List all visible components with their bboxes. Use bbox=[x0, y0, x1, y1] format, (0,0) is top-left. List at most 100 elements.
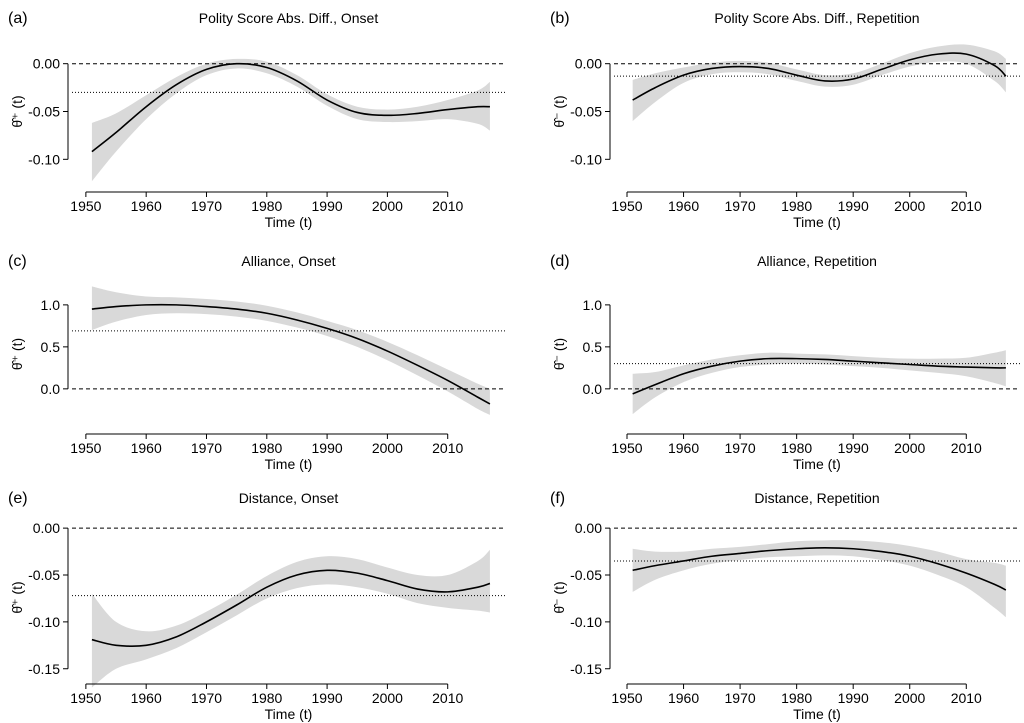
x-tick-label: 1950 bbox=[70, 440, 101, 456]
estimate-line bbox=[632, 52, 1007, 101]
y-tick-label: -0.10 bbox=[28, 614, 60, 630]
x-tick-label: 1980 bbox=[251, 690, 282, 706]
y-axis-label: θ̂⁺ (t) bbox=[9, 581, 25, 613]
x-tick-label: 1960 bbox=[131, 198, 162, 214]
x-tick-label: 1950 bbox=[611, 440, 642, 456]
x-tick-label: 1990 bbox=[312, 198, 343, 214]
x-tick-label: 2010 bbox=[951, 198, 982, 214]
x-tick-label: 1950 bbox=[70, 690, 101, 706]
confidence-band bbox=[91, 549, 490, 688]
x-tick-label: 1960 bbox=[668, 198, 699, 214]
y-tick-label: 0.0 bbox=[41, 381, 61, 397]
x-tick-label: 1980 bbox=[251, 440, 282, 456]
y-tick-label: -0.10 bbox=[570, 151, 602, 167]
estimate-line bbox=[91, 303, 491, 405]
x-tick-label: 1970 bbox=[191, 440, 222, 456]
y-tick-label: -0.10 bbox=[570, 614, 602, 630]
panel: (f) Distance, Repetition 0.00 -0.05 -0.10 -0.… bbox=[550, 490, 1020, 722]
x-tick-label: 1980 bbox=[781, 690, 812, 706]
x-tick-label: 1990 bbox=[838, 690, 869, 706]
panel-title: Distance, Onset bbox=[239, 490, 339, 506]
y-tick-label: -0.15 bbox=[28, 661, 60, 677]
y-tick-label: 0.00 bbox=[33, 56, 60, 72]
panel: (b) Polity Score Abs. Diff., Repetition 0.… bbox=[550, 10, 1020, 230]
panel-label: (e) bbox=[8, 490, 28, 507]
panel-label: (d) bbox=[550, 253, 570, 270]
y-tick-label: -0.05 bbox=[28, 567, 60, 583]
y-tick-label: -0.10 bbox=[28, 151, 60, 167]
x-tick-label: 2010 bbox=[951, 440, 982, 456]
y-tick-label: 1.0 bbox=[41, 297, 61, 313]
y-tick-label: 0.5 bbox=[583, 339, 603, 355]
x-tick-label: 2010 bbox=[951, 690, 982, 706]
y-tick-label: 0.00 bbox=[575, 56, 602, 72]
y-axis-label: θ̂⁺ (t) bbox=[9, 338, 25, 370]
x-tick-label: 2010 bbox=[432, 690, 463, 706]
x-tick-label: 1990 bbox=[312, 690, 343, 706]
y-tick-label: 0.00 bbox=[575, 520, 602, 536]
panel-title: Alliance, Onset bbox=[241, 253, 335, 269]
y-tick-label: 1.0 bbox=[583, 297, 603, 313]
x-tick-label: 2000 bbox=[372, 198, 403, 214]
y-tick-label: 0.00 bbox=[33, 520, 60, 536]
y-axis-label: θ̂⁺ (t) bbox=[9, 95, 25, 127]
y-tick-label: 0.5 bbox=[41, 339, 61, 355]
y-axis-label: θ̂⁻ (t) bbox=[551, 95, 567, 127]
x-axis-label: Time (t) bbox=[265, 706, 313, 722]
x-tick-label: 1960 bbox=[131, 440, 162, 456]
x-tick-label: 1980 bbox=[781, 440, 812, 456]
x-tick-label: 1950 bbox=[70, 198, 101, 214]
x-tick-label: 1970 bbox=[191, 198, 222, 214]
x-tick-label: 1960 bbox=[131, 690, 162, 706]
panel: (d) Alliance, Repetition 1.0 0.5 0.0 1950 1960… bbox=[550, 253, 1020, 472]
panel-label: (c) bbox=[8, 253, 27, 270]
panel-title: Alliance, Repetition bbox=[757, 253, 877, 269]
x-tick-label: 2000 bbox=[372, 440, 403, 456]
panel-label: (a) bbox=[8, 10, 28, 27]
x-tick-label: 2000 bbox=[894, 440, 925, 456]
y-tick-label: -0.05 bbox=[28, 104, 60, 120]
x-tick-label: 1960 bbox=[668, 690, 699, 706]
x-axis-label: Time (t) bbox=[265, 214, 313, 230]
x-tick-label: 1980 bbox=[781, 198, 812, 214]
panel-title: Polity Score Abs. Diff., Repetition bbox=[714, 10, 919, 26]
panel-label: (f) bbox=[550, 490, 565, 507]
x-tick-label: 1970 bbox=[725, 440, 756, 456]
estimate-line bbox=[91, 569, 491, 647]
x-axis-label: Time (t) bbox=[793, 456, 841, 472]
x-tick-label: 1960 bbox=[668, 440, 699, 456]
confidence-band bbox=[91, 286, 490, 415]
confidence-band bbox=[632, 350, 1006, 415]
panel: (c) Alliance, Onset 1.0 0.5 0.0 1950 1960 1970 1… bbox=[8, 253, 505, 472]
x-tick-label: 1990 bbox=[838, 440, 869, 456]
panel-title: Polity Score Abs. Diff., Onset bbox=[199, 10, 379, 26]
x-axis-label: Time (t) bbox=[793, 706, 841, 722]
confidence-band bbox=[91, 58, 490, 182]
x-tick-label: 2000 bbox=[372, 690, 403, 706]
y-tick-label: 0.0 bbox=[583, 381, 603, 397]
x-axis-label: Time (t) bbox=[265, 456, 313, 472]
panel: (a) Polity Score Abs. Diff., Onset 0.00 -0.… bbox=[8, 10, 505, 230]
panel-title: Distance, Repetition bbox=[754, 490, 879, 506]
x-tick-label: 1970 bbox=[725, 690, 756, 706]
x-tick-label: 1990 bbox=[312, 440, 343, 456]
confidence-band bbox=[632, 44, 1006, 122]
panel: (e) Distance, Onset 0.00 -0.05 -0.10 -0.15 195… bbox=[8, 490, 505, 722]
x-axis-label: Time (t) bbox=[793, 214, 841, 230]
confidence-band bbox=[632, 540, 1006, 618]
x-tick-label: 1970 bbox=[725, 198, 756, 214]
panel-label: (b) bbox=[550, 10, 570, 27]
estimate-line bbox=[632, 357, 1006, 395]
estimate-line bbox=[632, 547, 1007, 591]
x-tick-label: 1980 bbox=[251, 198, 282, 214]
y-tick-label: -0.05 bbox=[570, 104, 602, 120]
estimate-line bbox=[91, 62, 490, 153]
x-tick-label: 2010 bbox=[432, 440, 463, 456]
x-tick-label: 1990 bbox=[838, 198, 869, 214]
x-tick-label: 1970 bbox=[191, 690, 222, 706]
y-axis-label: θ̂⁻ (t) bbox=[551, 338, 567, 370]
x-tick-label: 2010 bbox=[432, 198, 463, 214]
y-tick-label: -0.15 bbox=[570, 661, 602, 677]
y-tick-label: -0.05 bbox=[570, 567, 602, 583]
